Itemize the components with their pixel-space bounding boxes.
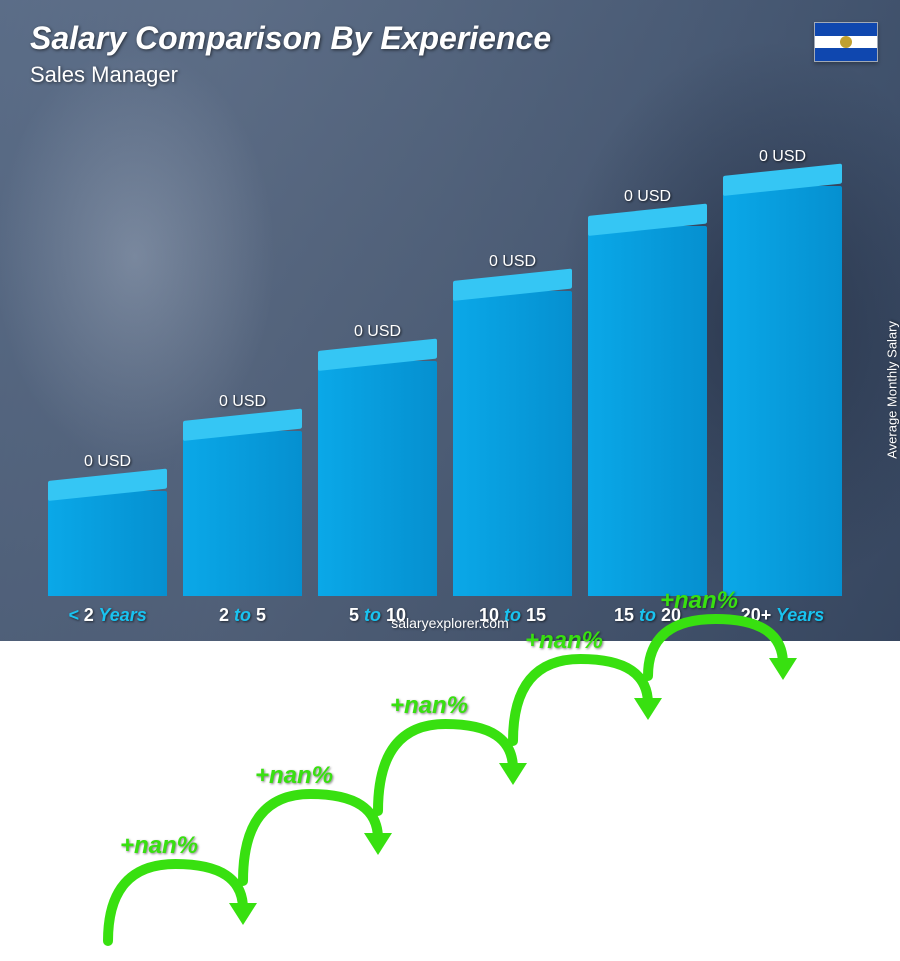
bar: 0 USD — [453, 291, 572, 596]
footer-credit: salaryexplorer.com — [0, 615, 900, 631]
delta-label: +nan% — [390, 692, 468, 720]
bar: 0 USD — [318, 361, 437, 596]
bar-value: 0 USD — [699, 148, 866, 166]
bar-value: 0 USD — [24, 453, 191, 471]
bar-value: 0 USD — [429, 253, 596, 271]
bar-wrap: 0 USD< 2 Years — [48, 491, 167, 596]
chart-title: Salary Comparison By Experience — [30, 20, 551, 57]
bar-top-face — [183, 408, 302, 441]
delta-label: +nan% — [120, 832, 198, 860]
delta-label: +nan% — [525, 627, 603, 655]
bar-top-face — [318, 338, 437, 371]
country-flag — [814, 22, 878, 62]
bar-value: 0 USD — [294, 323, 461, 341]
y-axis-label: Average Monthly Salary — [885, 321, 900, 459]
bar-top-face — [588, 203, 707, 236]
flag-stripe-bot — [815, 48, 877, 61]
bar-value: 0 USD — [159, 393, 326, 411]
bar-top-face — [453, 268, 572, 301]
bar: 0 USD — [48, 491, 167, 596]
bar-wrap: 0 USD2 to 5 — [183, 431, 302, 596]
bar-value: 0 USD — [564, 188, 731, 206]
delta-label: +nan% — [255, 762, 333, 790]
flag-stripe-top — [815, 23, 877, 36]
bar-wrap: 0 USD10 to 15 — [453, 291, 572, 596]
bar-wrap: 0 USD15 to 20 — [588, 226, 707, 596]
flag-emblem — [840, 36, 852, 48]
bar: 0 USD — [723, 186, 842, 596]
bar-top-face — [48, 468, 167, 501]
bar-wrap: 0 USD20+ Years — [723, 186, 842, 596]
bar-chart: 0 USD< 2 Years0 USD2 to 50 USD5 to 100 U… — [40, 96, 850, 596]
bar: 0 USD — [183, 431, 302, 596]
bar: 0 USD — [588, 226, 707, 596]
chart-container: Salary Comparison By Experience Sales Ma… — [0, 0, 900, 641]
chart-subtitle: Sales Manager — [30, 62, 178, 88]
bar-wrap: 0 USD5 to 10 — [318, 361, 437, 596]
bar-top-face — [723, 163, 842, 196]
